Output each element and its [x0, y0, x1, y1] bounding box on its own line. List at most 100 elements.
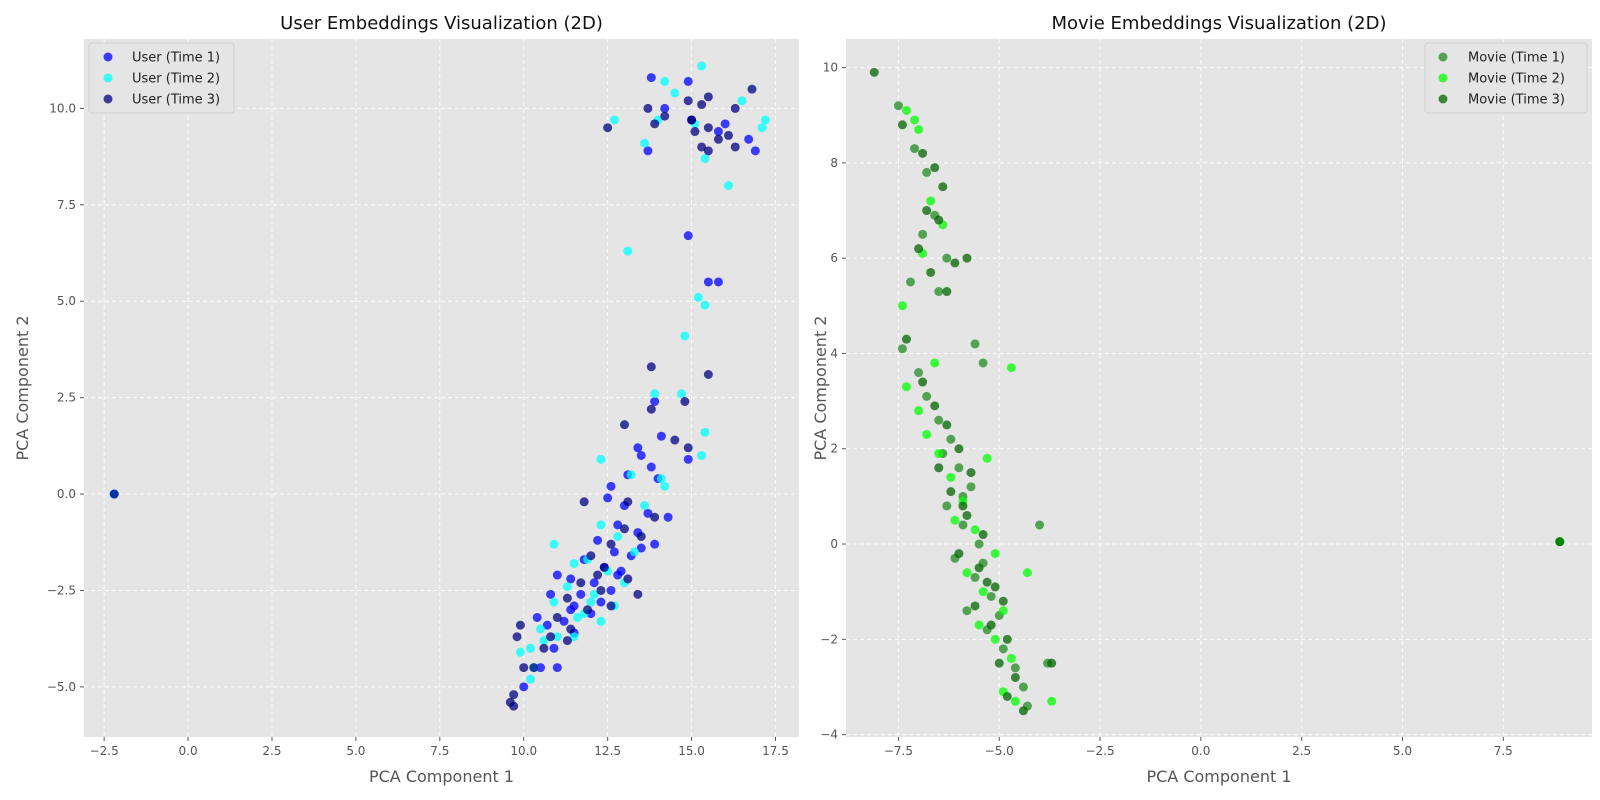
scatter-point-series-2 — [962, 253, 972, 263]
scatter-point-series-1 — [700, 427, 710, 437]
legend-box — [1424, 42, 1588, 114]
x-tick-label: −2.5 — [1085, 744, 1114, 758]
scatter-point-series-2 — [539, 643, 549, 653]
scatter-points — [109, 61, 770, 711]
scatter-point-series-2 — [619, 420, 629, 430]
scatter-point-series-2 — [724, 130, 734, 140]
y-tick-label: 5.0 — [57, 294, 76, 308]
y-tick-label: 10.0 — [49, 101, 76, 115]
scatter-point-series-0 — [643, 508, 653, 518]
x-tick-label: 0.0 — [1191, 744, 1210, 758]
scatter-point-series-0 — [542, 620, 552, 630]
scatter-point-series-2 — [512, 632, 522, 642]
scatter-point-series-0 — [893, 101, 903, 111]
scatter-point-series-0 — [519, 682, 529, 692]
scatter-point-series-2 — [1002, 692, 1012, 702]
scatter-point-series-2 — [687, 115, 697, 125]
scatter-point-series-0 — [1018, 682, 1028, 692]
scatter-point-series-2 — [619, 524, 629, 534]
scatter-point-series-2 — [586, 551, 596, 561]
scatter-point-series-0 — [613, 520, 623, 530]
scatter-point-series-2 — [562, 593, 572, 603]
scatter-point-series-0 — [946, 434, 956, 444]
legend-entry-0: Movie (Time 1) — [1468, 51, 1565, 66]
scatter-point-series-1 — [623, 246, 633, 256]
scatter-point-series-1 — [630, 547, 640, 557]
legend-entry-1: User (Time 2) — [132, 72, 220, 87]
y-tick-label: 2.5 — [57, 391, 76, 405]
legend-entry-0: User (Time 1) — [132, 51, 220, 66]
scatter-point-series-1 — [700, 300, 710, 310]
scatter-point-series-2 — [966, 468, 976, 478]
scatter-point-series-1 — [934, 449, 944, 459]
legend-marker-1 — [103, 73, 113, 83]
scatter-point-series-2 — [519, 663, 529, 673]
scatter-point-series-2 — [1047, 658, 1057, 668]
scatter-point-series-2 — [897, 120, 907, 130]
scatter-point-series-1 — [897, 301, 907, 311]
scatter-point-series-2 — [954, 549, 964, 559]
scatter-point-series-2 — [109, 489, 119, 499]
scatter-point-series-0 — [1035, 520, 1045, 530]
scatter-point-series-1 — [910, 115, 920, 125]
scatter-point-series-2 — [1555, 537, 1565, 547]
scatter-point-series-1 — [562, 582, 572, 592]
y-tick-label: −4 — [820, 728, 838, 742]
scatter-point-series-0 — [606, 585, 616, 595]
scatter-point-series-2 — [934, 215, 944, 225]
scatter-point-series-0 — [918, 229, 928, 239]
scatter-point-series-0 — [934, 415, 944, 425]
y-tick-label: 0 — [830, 537, 838, 551]
y-tick-label: 6 — [830, 251, 838, 265]
scatter-point-series-1 — [569, 632, 579, 642]
plot-area — [846, 39, 1592, 737]
scatter-point-series-2 — [509, 690, 519, 700]
scatter-point-series-2 — [697, 100, 707, 110]
scatter-point-series-2 — [603, 123, 613, 133]
scatter-point-series-1 — [760, 115, 770, 125]
y-tick-label: 0.0 — [57, 487, 76, 501]
scatter-point-series-2 — [713, 134, 723, 144]
scatter-point-series-0 — [910, 144, 920, 154]
scatter-point-series-0 — [713, 277, 723, 287]
scatter-point-series-1 — [596, 616, 606, 626]
scatter-point-series-2 — [690, 127, 700, 137]
scatter-point-series-2 — [546, 632, 556, 642]
scatter-point-series-1 — [700, 154, 710, 164]
scatter-point-series-2 — [515, 620, 525, 630]
y-tick-label: 2 — [830, 442, 838, 456]
scatter-point-series-1 — [586, 597, 596, 607]
scatter-point-series-2 — [703, 123, 713, 133]
scatter-point-series-1 — [539, 636, 549, 646]
scatter-point-series-0 — [954, 463, 964, 473]
y-tick-label: −2 — [820, 632, 838, 646]
legend: Movie (Time 1) Movie (Time 2) Movie (Tim… — [1424, 42, 1588, 114]
scatter-point-series-0 — [970, 572, 980, 582]
scatter-point-series-2 — [986, 620, 996, 630]
scatter-point-series-1 — [930, 358, 940, 368]
scatter-point-series-1 — [978, 587, 988, 597]
scatter-point-series-0 — [546, 589, 556, 599]
x-tick-label: 5.0 — [1393, 744, 1412, 758]
scatter-point-series-2 — [643, 103, 653, 113]
scatter-point-series-0 — [744, 134, 754, 144]
scatter-point-series-1 — [914, 125, 924, 135]
scatter-point-series-2 — [930, 401, 940, 411]
scatter-point-series-0 — [942, 253, 952, 263]
y-tick-label: 4 — [830, 346, 838, 360]
x-tick-label: 15.0 — [678, 744, 705, 758]
scatter-point-series-1 — [670, 88, 680, 98]
scatter-point-series-0 — [962, 606, 972, 616]
scatter-point-series-2 — [606, 539, 616, 549]
scatter-point-series-2 — [576, 578, 586, 588]
legend-marker-1 — [1438, 73, 1448, 83]
scatter-point-series-1 — [626, 470, 636, 480]
scatter-point-series-2 — [998, 596, 1008, 606]
scatter-point-series-1 — [640, 501, 650, 511]
scatter-point-series-0 — [663, 512, 673, 522]
scatter-point-series-2 — [606, 601, 616, 611]
scatter-point-series-1 — [549, 539, 559, 549]
scatter-point-series-1 — [650, 389, 660, 399]
movie-embeddings-chart: −7.5 −5.0 −2.5 0.0 2.5 5.0 7.5 −4 −2 0 2 4 6 8 10 Movi… — [811, 13, 1592, 786]
